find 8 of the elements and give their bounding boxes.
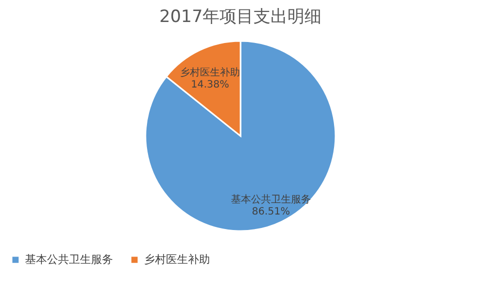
slice-label: 乡村医生补助 [180,66,240,79]
data-label: 86.51% [252,206,290,218]
slice-label: 基本公共卫生服务 [230,193,311,206]
pie-slice [144,40,336,232]
chart-title: 2017年项目支出明细 [159,7,322,27]
legend-label: 基本公共卫生服务 [25,252,113,266]
legend-label: 乡村医生补助 [144,252,210,266]
data-label: 14.38% [190,80,230,91]
